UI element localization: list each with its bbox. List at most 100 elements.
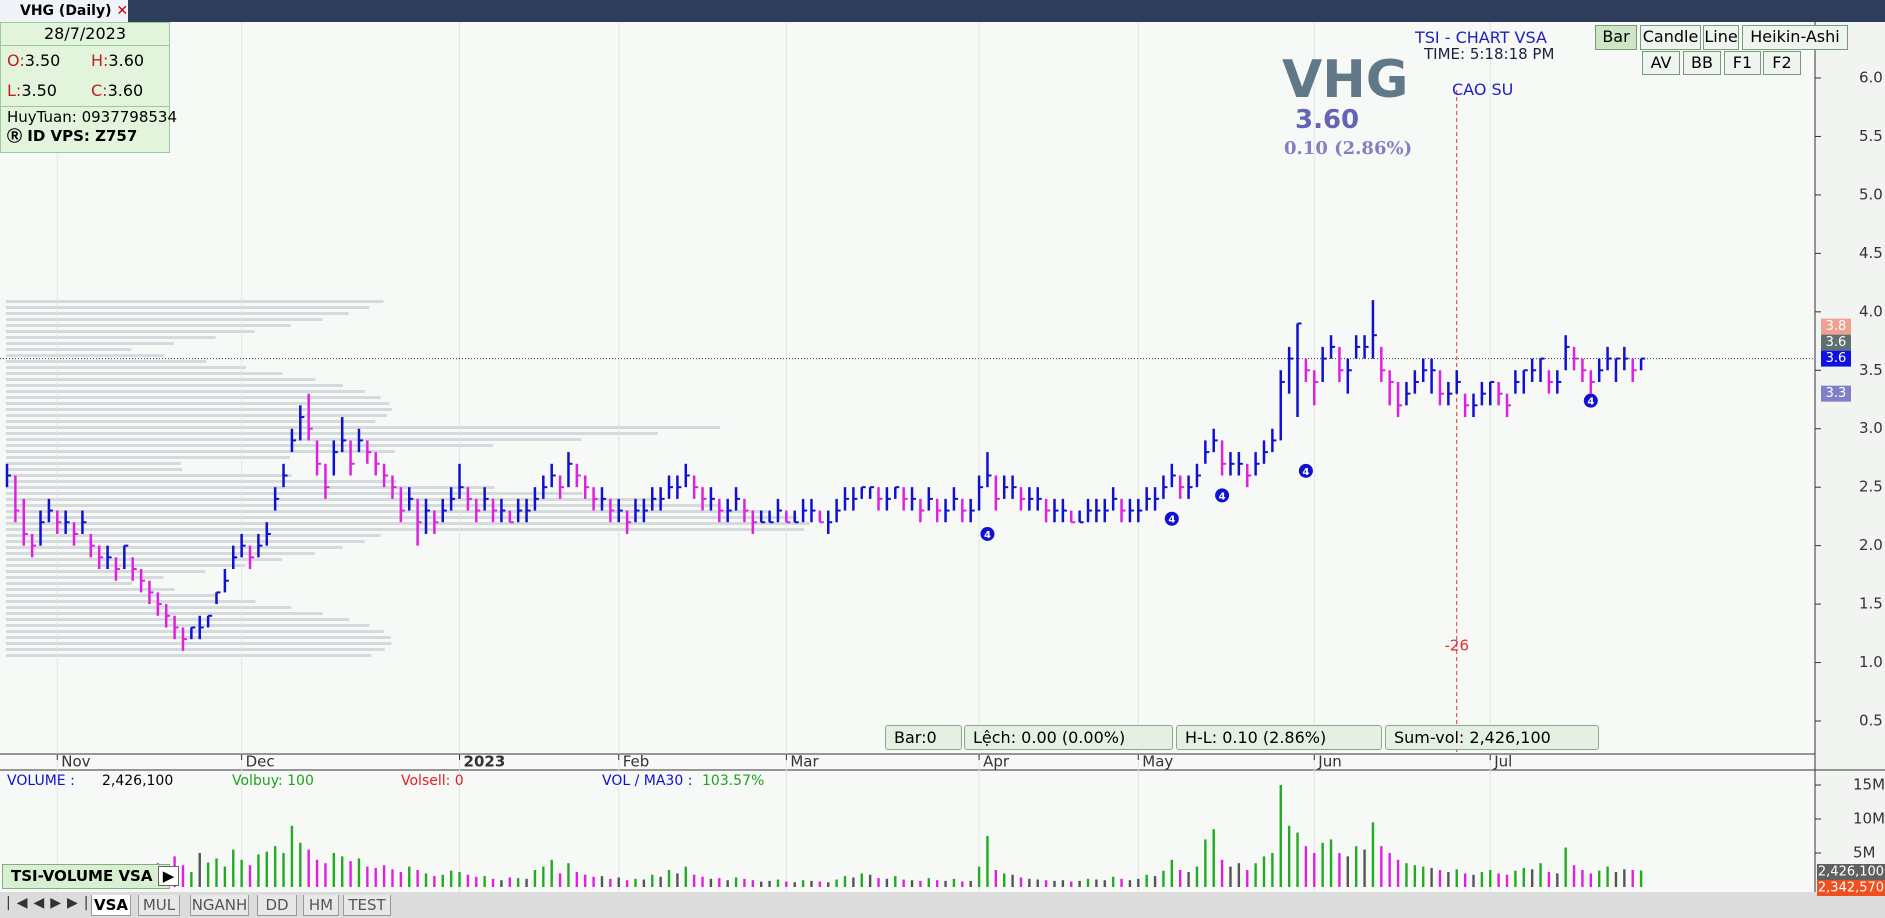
signal-label: 4 bbox=[1302, 467, 1309, 478]
volume-bar bbox=[1145, 874, 1148, 887]
tab-title: VHG (Daily) bbox=[20, 3, 112, 19]
tab[interactable]: HM bbox=[303, 895, 339, 916]
volume-title[interactable]: TSI-VOLUME VSA ▶ bbox=[2, 864, 180, 889]
toggle-button[interactable]: Bar bbox=[1595, 25, 1637, 50]
y-tick-label: 3.0 bbox=[1859, 419, 1883, 437]
profile-row bbox=[6, 342, 175, 345]
volume-bar bbox=[550, 859, 553, 887]
profile-row bbox=[6, 534, 381, 537]
price-tag-label: 3.6 bbox=[1826, 335, 1847, 350]
tab[interactable]: VSA bbox=[91, 895, 131, 916]
volume-bar bbox=[466, 874, 470, 887]
volume-bar bbox=[357, 858, 361, 887]
volume-bar bbox=[1556, 873, 1559, 887]
volume-bar bbox=[1514, 870, 1517, 887]
volume-bar bbox=[835, 879, 838, 887]
volume-bar bbox=[1128, 880, 1132, 887]
volume-bar bbox=[366, 866, 369, 887]
ohlc-cell: L:3.50 bbox=[7, 76, 91, 106]
change: 0.10 (2.86%) bbox=[1284, 138, 1413, 159]
profile-row bbox=[6, 324, 291, 327]
volume-bar bbox=[1396, 859, 1400, 887]
profile-row bbox=[6, 522, 810, 525]
toggle-button[interactable]: Heikin-Ashi bbox=[1742, 25, 1848, 50]
volume-tag bbox=[1817, 880, 1885, 896]
profile-row bbox=[6, 312, 349, 315]
volume-bar bbox=[324, 863, 327, 887]
volume-bar bbox=[743, 878, 746, 887]
volume-bar bbox=[592, 876, 595, 887]
y-tick-label: 6.0 bbox=[1859, 69, 1883, 87]
x-tick-label: Feb bbox=[623, 753, 650, 771]
volume-bar bbox=[961, 881, 964, 887]
nav-arrows[interactable]: |◀◀▶▶| bbox=[6, 895, 95, 911]
volume-bar bbox=[1304, 846, 1308, 887]
volume-bar bbox=[935, 880, 939, 887]
tab[interactable]: MUL bbox=[138, 895, 180, 916]
volume-bar bbox=[1338, 853, 1341, 887]
profile-row bbox=[6, 462, 181, 465]
price-tag bbox=[1821, 385, 1851, 402]
volume-bar bbox=[1028, 878, 1031, 887]
profile-row bbox=[6, 570, 206, 573]
volume-bar bbox=[1220, 859, 1224, 887]
volume-bar bbox=[1422, 866, 1425, 887]
volume-bar bbox=[1162, 870, 1165, 887]
volume-bar bbox=[1296, 832, 1299, 887]
volume-bar bbox=[257, 854, 260, 887]
close-icon[interactable]: ✕ bbox=[116, 3, 129, 19]
profile-row bbox=[6, 582, 132, 585]
volume-bar bbox=[1472, 874, 1475, 887]
volume-bar bbox=[1070, 881, 1073, 887]
volume-bar bbox=[1179, 870, 1182, 887]
toggle-button[interactable]: AV bbox=[1642, 51, 1680, 75]
profile-row bbox=[6, 636, 391, 639]
toggle-button[interactable]: F2 bbox=[1763, 51, 1801, 75]
volume-bar bbox=[1019, 877, 1023, 887]
profile-row bbox=[6, 510, 768, 513]
tab[interactable]: TEST bbox=[343, 895, 391, 916]
y-tick-label: 2.5 bbox=[1859, 478, 1883, 496]
price-tag bbox=[1821, 334, 1851, 351]
profile-row bbox=[6, 552, 315, 555]
profile-row bbox=[6, 558, 283, 561]
profile-row bbox=[6, 432, 658, 435]
toggle-button[interactable]: F1 bbox=[1724, 51, 1761, 75]
volume-bar bbox=[1137, 878, 1140, 887]
ohlc-value: 3.60 bbox=[107, 81, 144, 100]
profile-row bbox=[6, 642, 392, 645]
play-icon[interactable]: ▶ bbox=[157, 866, 180, 886]
volume-bar bbox=[1564, 847, 1567, 887]
y-tick-label: 1.0 bbox=[1859, 653, 1883, 671]
ohlc-key: L: bbox=[7, 81, 22, 100]
volume-bar bbox=[952, 878, 956, 887]
toggle-button[interactable]: Line bbox=[1703, 25, 1739, 50]
volume-bar bbox=[215, 858, 218, 887]
window-tab[interactable]: VHG (Daily) ✕ bbox=[0, 0, 128, 22]
profile-row bbox=[6, 366, 246, 369]
volume-bar bbox=[416, 870, 419, 887]
volume-bar bbox=[1505, 874, 1509, 887]
toggle-button[interactable]: Candle bbox=[1640, 25, 1701, 50]
signal bbox=[1164, 511, 1179, 526]
profile-row bbox=[6, 408, 392, 411]
volume-bar bbox=[1623, 869, 1626, 887]
volume-bar bbox=[1237, 863, 1241, 887]
volume-bar bbox=[726, 880, 729, 887]
volume-bar bbox=[977, 866, 981, 887]
toggle-button[interactable]: BB bbox=[1683, 51, 1721, 75]
price-tag-label: 3.3 bbox=[1826, 386, 1847, 401]
profile-row bbox=[6, 498, 659, 501]
profile-row bbox=[6, 426, 721, 429]
volume-bar bbox=[1262, 856, 1266, 887]
volume-bar bbox=[1371, 822, 1375, 887]
tab[interactable]: NGANH bbox=[190, 895, 249, 916]
tab[interactable]: DD bbox=[257, 895, 297, 916]
y-tick-label: 4.5 bbox=[1859, 244, 1883, 262]
volume-bar bbox=[349, 861, 352, 887]
volume-bar bbox=[1279, 785, 1282, 887]
volume-bar bbox=[1388, 853, 1391, 887]
volume-bar bbox=[1463, 873, 1467, 887]
volume-bar bbox=[315, 859, 319, 887]
